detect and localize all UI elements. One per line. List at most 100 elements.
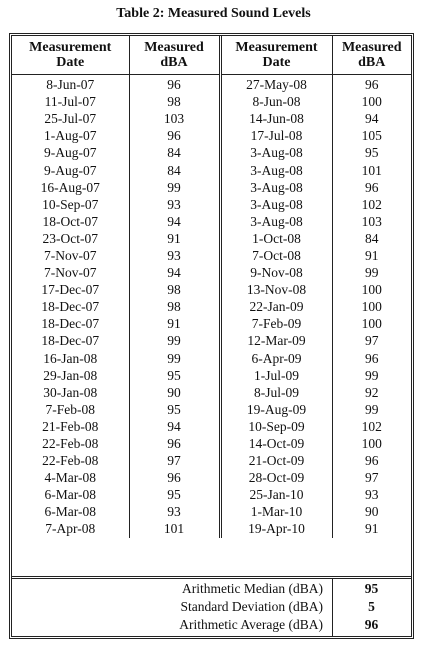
date-cell: 3-Aug-08 [218,195,332,213]
date-cell: 22-Jan-09 [218,298,332,316]
table-row: 7-Feb-08 95 19-Aug-09 99 [12,400,411,418]
table-row: 6-Mar-08 95 25-Jan-10 93 [12,486,411,504]
table-row: 30-Jan-08 90 8-Jul-09 92 [12,383,411,401]
dba-cell: 99 [331,400,411,418]
summary-label: Arithmetic Median (dBA) [182,581,323,596]
summary-divider [332,579,333,636]
date-cell: 8-Jul-09 [218,383,332,401]
table-row: 18-Dec-07 91 7-Feb-09 100 [12,315,411,333]
table-row: 1-Aug-07 96 17-Jul-08 105 [12,127,411,145]
dba-cell: 100 [331,315,411,333]
dba-cell: 95 [128,400,220,418]
table-row: 9-Aug-07 84 3-Aug-08 95 [12,144,411,162]
dba-cell: 93 [128,503,220,521]
date-cell: 22-Feb-08 [42,453,99,469]
table-row: 18-Oct-07 94 3-Aug-08 103 [12,212,411,230]
dba-cell: 97 [128,452,220,470]
dba-cell: 93 [331,486,411,504]
date-cell: 17-Jul-08 [218,127,332,145]
date-cell: 19-Apr-10 [218,520,332,538]
dba-cell: 101 [128,520,220,538]
dba-cell: 99 [331,366,411,384]
header-dba-1: Measured dBA [128,36,220,75]
date-cell: 4-Mar-08 [44,470,96,486]
dba-cell: 100 [331,434,411,453]
table-row: 22-Feb-08 96 14-Oct-09 100 [12,434,411,453]
date-cell: 7-Nov-07 [44,247,97,263]
date-cell: 29-Jan-08 [43,367,98,383]
dba-cell: 98 [128,298,220,316]
table-row: 7-Nov-07 93 7-Oct-08 91 [12,246,411,265]
dba-cell: 93 [128,246,220,265]
dba-cell: 94 [331,110,411,128]
date-cell: 7-Feb-09 [218,315,332,333]
date-cell: 1-Aug-07 [44,128,97,144]
dba-cell: 97 [331,332,411,350]
header-row: Measurement Date Measured dBA Measurement D… [12,36,411,75]
dba-cell: 100 [331,298,411,316]
dba-cell: 96 [331,178,411,196]
table-row: 16-Jan-08 99 6-Apr-09 96 [12,349,411,367]
date-cell: 27-May-08 [218,74,332,94]
dba-cell: 95 [331,144,411,162]
date-cell: 8-Jun-07 [46,77,95,93]
table-row: 7-Apr-08 101 19-Apr-10 91 [12,520,411,538]
table-row: 22-Feb-08 97 21-Oct-09 96 [12,452,411,470]
date-cell: 18-Dec-07 [41,316,100,332]
date-cell: 6-Mar-08 [44,504,96,520]
dba-cell: 100 [331,93,411,111]
dba-cell: 92 [331,383,411,401]
date-cell: 16-Aug-07 [40,179,100,195]
table-row: 10-Sep-07 93 3-Aug-08 102 [12,195,411,213]
date-cell: 9-Aug-07 [44,162,97,178]
date-cell: 10-Sep-07 [42,196,99,212]
dba-cell: 90 [128,383,220,401]
table-row: 23-Oct-07 91 1-Oct-08 84 [12,229,411,247]
summary-label: Standard Deviation (dBA) [180,599,323,614]
date-cell: 18-Dec-07 [41,333,100,349]
table-row: 21-Feb-08 94 10-Sep-09 102 [12,417,411,435]
dba-cell: 102 [331,417,411,435]
dba-cell: 103 [331,212,411,230]
dba-cell: 98 [128,93,220,111]
summary-std-dev: Standard Deviation (dBA) 5 [12,598,411,616]
table-row: 18-Dec-07 98 22-Jan-09 100 [12,298,411,316]
dba-cell: 101 [331,161,411,179]
dba-cell: 99 [128,349,220,367]
dba-cell: 97 [331,469,411,487]
table-row: 16-Aug-07 99 3-Aug-08 96 [12,178,411,196]
dba-cell: 91 [128,229,220,247]
date-cell: 16-Jan-08 [43,350,98,366]
dba-cell: 96 [128,469,220,487]
table-row: 8-Jun-07 96 27-May-08 96 [12,74,411,94]
table-title: Table 2: Measured Sound Levels [116,6,311,21]
table-row: 6-Mar-08 93 1-Mar-10 90 [12,503,411,521]
dba-cell: 96 [128,127,220,145]
dba-cell: 103 [128,110,220,128]
summary-section: Arithmetic Median (dBA) 95 Standard Devi… [12,576,411,636]
dba-cell: 102 [331,195,411,213]
dba-cell: 99 [128,178,220,196]
summary-label: Arithmetic Average (dBA) [179,617,323,632]
summary-value: 95 [364,581,379,596]
date-cell: 14-Jun-08 [218,110,332,128]
date-cell: 1-Jul-09 [218,366,332,384]
dba-cell: 100 [331,281,411,299]
date-cell: 6-Apr-09 [218,349,332,367]
dba-cell: 96 [331,452,411,470]
date-cell: 22-Feb-08 [42,436,99,452]
date-cell: 10-Sep-09 [218,417,332,435]
table-row: 18-Dec-07 99 12-Mar-09 97 [12,332,411,350]
table-row: 9-Aug-07 84 3-Aug-08 101 [12,161,411,179]
sound-levels-table: Measurement Date Measured dBA Measurement D… [9,33,414,639]
date-cell: 8-Jun-08 [218,93,332,111]
dba-cell: 94 [128,212,220,230]
date-cell: 6-Mar-08 [44,487,96,503]
measurements-grid: Measurement Date Measured dBA Measurement D… [12,36,411,538]
dba-cell: 96 [128,434,220,453]
header-date-2: Measurement Date [218,36,332,75]
date-cell: 7-Apr-08 [45,521,96,537]
dba-cell: 93 [128,195,220,213]
dba-cell: 96 [331,349,411,367]
table-row: 17-Dec-07 98 13-Nov-08 100 [12,281,411,299]
